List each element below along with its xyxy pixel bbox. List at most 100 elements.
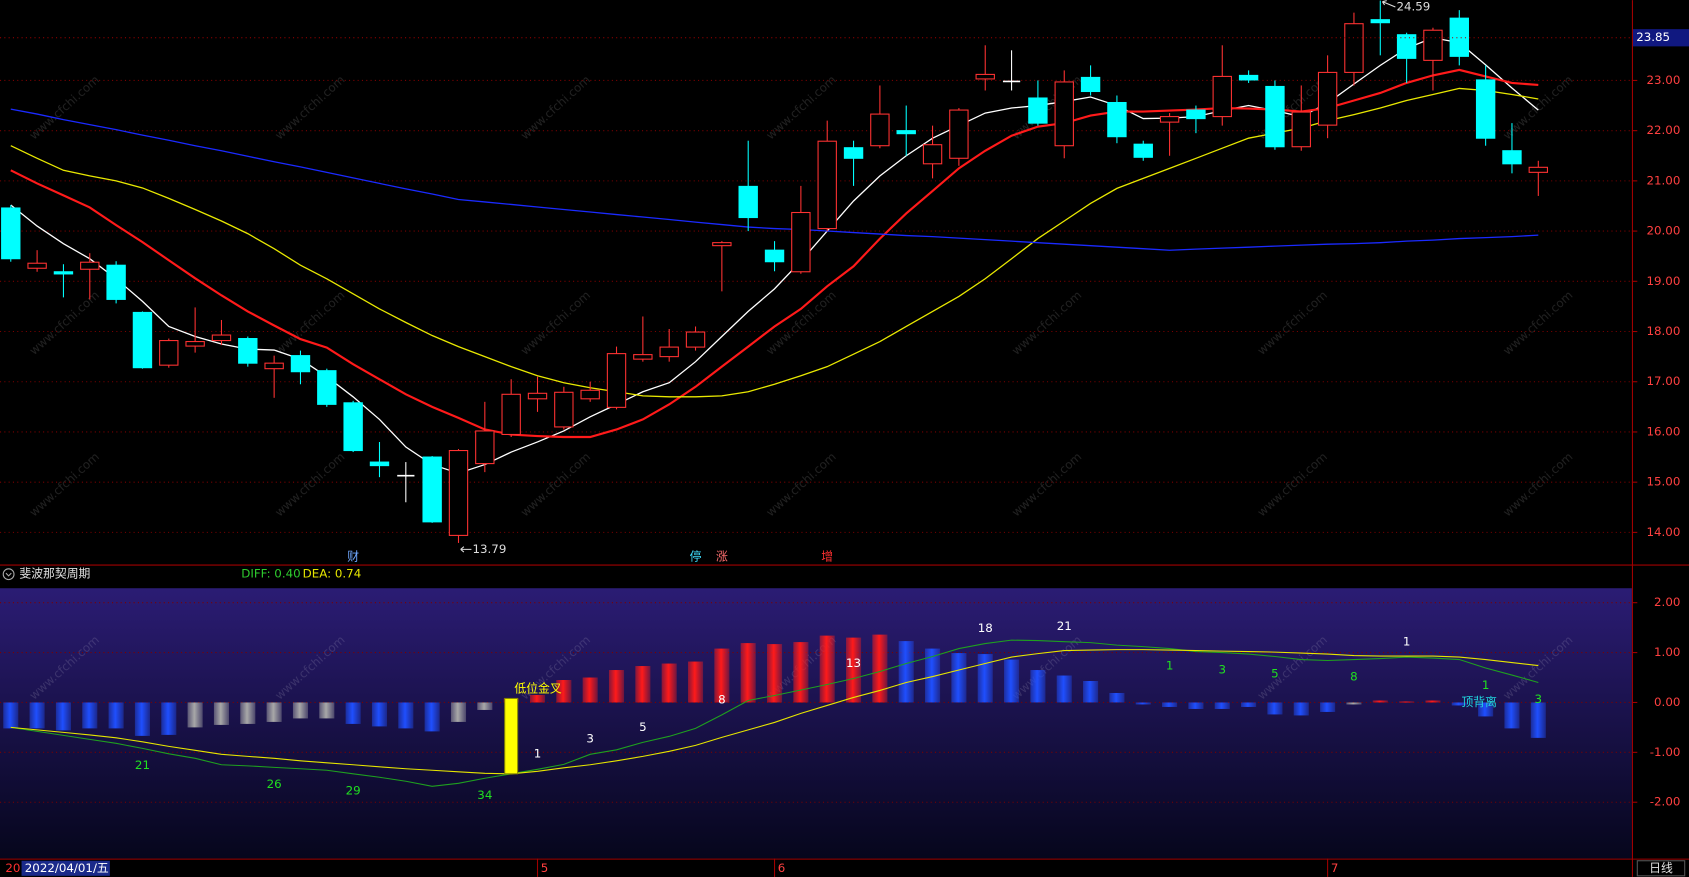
cycle-count: 5 [1271, 666, 1279, 680]
y-tick-label: 2.00 [1654, 595, 1680, 609]
candle-body [1317, 71, 1338, 126]
histogram-bar [1372, 700, 1388, 703]
histogram-bar [1004, 659, 1020, 703]
candle-body [659, 346, 679, 358]
candle-body [1212, 75, 1232, 118]
period-label[interactable]: 日线 [1649, 861, 1673, 875]
x-marker-label: 5 [541, 861, 549, 875]
cycle-count: 1 [534, 747, 542, 761]
histogram-bar [740, 643, 756, 703]
candle-body [1186, 109, 1206, 120]
cycle-count: 34 [477, 788, 492, 802]
histogram-bar [687, 661, 704, 703]
cycle-count: 29 [346, 784, 361, 798]
histogram-bar [424, 702, 440, 732]
y-tick-label: 18.00 [1647, 324, 1681, 338]
candle-body [1238, 74, 1259, 81]
candle-body [712, 242, 732, 247]
cycle-count: 18 [978, 621, 993, 635]
histogram-bar [556, 680, 572, 703]
candle-body [53, 271, 74, 275]
y-tick-label: 19.00 [1647, 274, 1681, 288]
histogram-bar [187, 702, 203, 728]
histogram-bar [1267, 702, 1283, 715]
cycle-count: 13 [846, 656, 861, 670]
candle-body [685, 331, 706, 348]
cycle-count: 1 [1403, 634, 1411, 648]
histogram-bar [766, 644, 783, 703]
y-tick-label: 1.00 [1654, 645, 1680, 659]
low-label: 13.79 [472, 542, 506, 556]
candle-body [817, 140, 837, 230]
cursor-date-box [21, 860, 110, 876]
candle-body [843, 147, 864, 159]
cycle-count: 1 [1482, 678, 1490, 692]
candle-body [1265, 85, 1285, 148]
y-tick-label: 17.00 [1647, 374, 1681, 388]
histogram-bar [266, 702, 282, 722]
histogram-bar [1083, 681, 1099, 703]
candle-body [1396, 34, 1417, 59]
histogram-bar [1320, 702, 1336, 712]
histogram-bar [213, 702, 230, 725]
event-marker: 增 [821, 549, 833, 563]
histogram-bar [1478, 702, 1494, 717]
indicator-line [10, 108, 1539, 251]
histogram-bar [1293, 702, 1309, 716]
candle-body [1133, 143, 1153, 158]
histogram-bar [1162, 702, 1178, 707]
y-tick-label: 23.00 [1647, 73, 1681, 87]
histogram-bar [951, 653, 967, 703]
candle-body [1449, 17, 1469, 57]
cycle-count: 3 [1535, 692, 1543, 706]
y-tick-label: 21.00 [1647, 173, 1681, 187]
cycle-count: 5 [639, 720, 647, 734]
histogram-bar [661, 663, 677, 703]
histogram-bar [1241, 702, 1257, 707]
date-prefix: 20 [5, 861, 20, 875]
candle-body [764, 249, 785, 263]
period-box[interactable] [1636, 860, 1686, 877]
candle-body [1159, 116, 1180, 123]
histogram-bar [872, 634, 888, 703]
histogram-bar [1188, 702, 1204, 709]
y-tick-label: 16.00 [1647, 424, 1681, 438]
y-tick-label: 20.00 [1647, 224, 1681, 238]
histogram-bar [161, 702, 177, 735]
y-tick-label: -2.00 [1650, 795, 1681, 809]
indicator-line [10, 649, 1539, 775]
histogram-bar [925, 648, 941, 703]
event-marker: 涨 [716, 549, 728, 563]
collapse-icon[interactable] [2, 568, 15, 581]
histogram-bar [134, 702, 150, 736]
histogram-bar [714, 648, 730, 703]
candle-body [501, 393, 521, 436]
last-price-box [1632, 29, 1689, 47]
histogram-bar [1056, 675, 1072, 703]
divergence-label: 顶背离 [1461, 695, 1497, 709]
candle-body [975, 73, 995, 80]
candle-body [290, 355, 311, 373]
candle-body [106, 264, 126, 300]
high-label: 24.59 [1396, 0, 1430, 14]
candle-body [185, 341, 205, 347]
x-marker-label: 6 [778, 861, 786, 875]
event-marker: 财 [347, 549, 359, 563]
event-marker: 停 [690, 549, 702, 563]
candle-body [211, 334, 232, 342]
candle-body [791, 211, 811, 273]
histogram-bar [819, 635, 835, 703]
cycle-count: 21 [1057, 619, 1072, 633]
histogram-bar [108, 702, 124, 729]
candle-body [159, 340, 179, 366]
candle-body [1502, 150, 1522, 165]
candle-body [1528, 166, 1548, 173]
x-marker-label: 7 [1331, 861, 1339, 875]
cycle-count: 1 [1166, 658, 1174, 672]
signal-label: 低位金叉 [514, 681, 561, 695]
collapse-chevron [5, 572, 12, 577]
y-tick-label: -1.00 [1650, 745, 1681, 759]
candle-body [238, 338, 258, 364]
histogram-bar [29, 702, 45, 729]
